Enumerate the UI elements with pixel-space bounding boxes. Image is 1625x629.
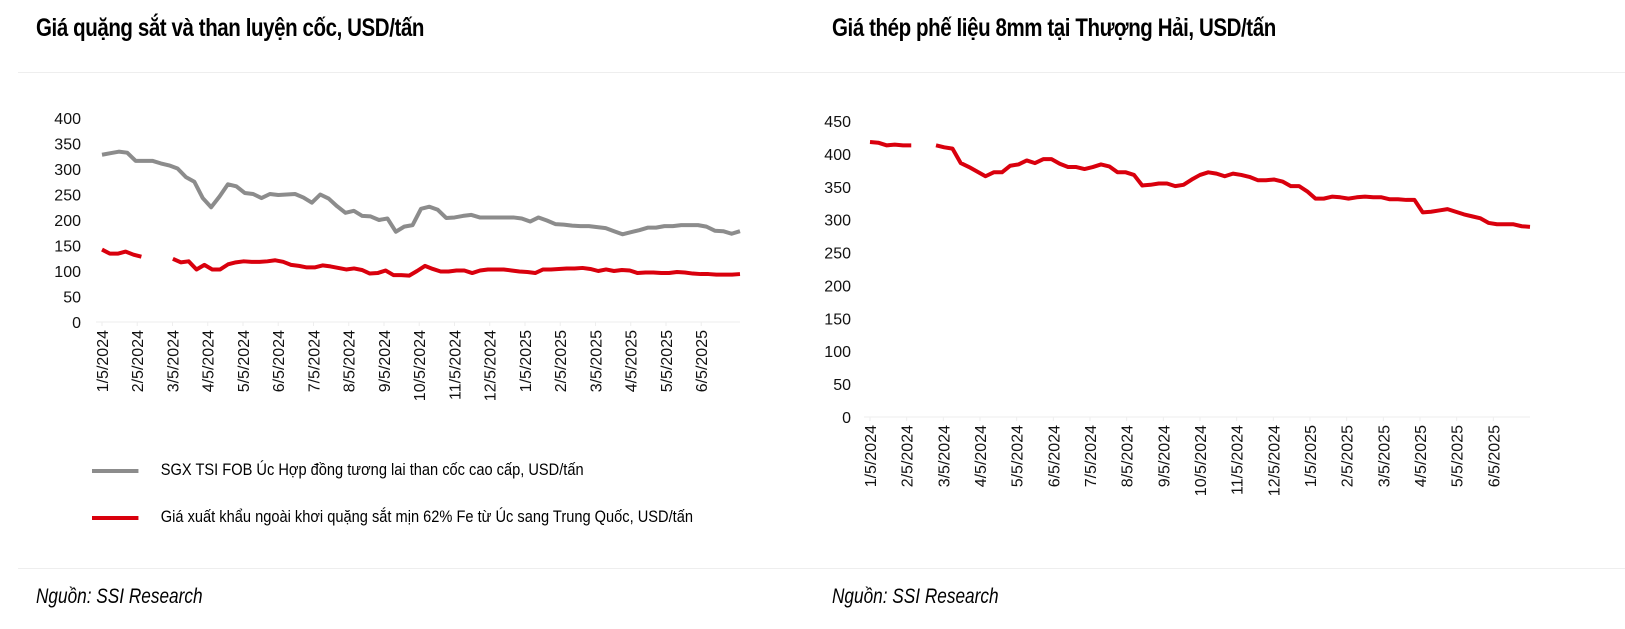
- x-tick-label: 2/5/2025: [553, 330, 570, 392]
- x-tick-label: 5/5/2025: [1450, 425, 1467, 487]
- x-tick-label: 6/5/2024: [1046, 425, 1063, 487]
- x-tick-label: 4/5/2024: [201, 330, 218, 392]
- x-tick-label: 4/5/2024: [973, 425, 990, 487]
- legend-label: Giá xuất khẩu ngoài khơi quặng sắt mịn 6…: [160, 507, 693, 526]
- series-line-1-0: [935, 143, 1531, 229]
- left-chart: 0 50 100 150 200 250 300 350 400 1/5/2024 2/5/2024…: [54, 111, 741, 401]
- x-tick-label: 11/5/2024: [447, 330, 464, 400]
- x-tick-label: 2/5/2024: [130, 330, 147, 392]
- y-tick-label: 50: [833, 377, 851, 394]
- x-tick-label: 9/5/2024: [1156, 425, 1173, 487]
- x-tick-label: 7/5/2024: [306, 330, 323, 392]
- series-line-1-0: [869, 140, 912, 148]
- y-tick-label: 400: [54, 111, 81, 128]
- x-tick-label: 1/5/2024: [863, 425, 880, 487]
- y-tick-label: 150: [54, 239, 81, 256]
- x-tick-label: 11/5/2024: [1230, 425, 1247, 495]
- x-tick-label: 4/5/2025: [624, 330, 641, 392]
- chart-title-right: Giá thép phế liệu 8mm tại Thượng Hải, US…: [832, 14, 1276, 42]
- series-line-0-1: [172, 256, 741, 278]
- y-tick-label: 350: [54, 137, 81, 154]
- x-tick-label: 1/5/2025: [518, 330, 535, 392]
- chart-title-left: Giá quặng sắt và than luyện cốc, USD/tấn: [36, 14, 425, 42]
- x-tick-label: 10/5/2024: [412, 330, 429, 401]
- right-chart: 0 50 100 150 200 250 300 350 400 450 1/5/2024 2/5/2…: [824, 114, 1531, 496]
- x-tick-label: 6/5/2025: [694, 330, 711, 392]
- x-tick-label: 3/5/2025: [588, 330, 605, 392]
- y-tick-label: 0: [72, 315, 81, 332]
- x-tick-label: 8/5/2024: [342, 330, 359, 392]
- x-tick-label: 7/5/2024: [1083, 425, 1100, 487]
- y-tick-label: 350: [824, 180, 851, 197]
- y-tick-label: 300: [54, 162, 81, 179]
- x-tick-label: 9/5/2024: [377, 330, 394, 392]
- x-tick-label: 6/5/2025: [1486, 425, 1503, 487]
- y-tick-label: 300: [824, 213, 851, 230]
- source-note-left: Nguồn: SSI Research: [36, 585, 203, 608]
- y-tick-label: 400: [824, 147, 851, 164]
- series-line-0-0: [101, 149, 741, 237]
- source-note-right: Nguồn: SSI Research: [832, 585, 999, 608]
- legend-item-coking-coal: SGX TSI FOB Úc Hợp đồng tương lai than c…: [92, 460, 584, 480]
- x-tick-label: 6/5/2024: [271, 330, 288, 392]
- x-tick-label: 3/5/2024: [936, 425, 953, 487]
- x-tick-label: 3/5/2025: [1376, 425, 1393, 487]
- y-tick-label: 250: [824, 246, 851, 263]
- y-tick-label: 50: [63, 290, 81, 307]
- legend-label: SGX TSI FOB Úc Hợp đồng tương lai than c…: [160, 460, 584, 479]
- legend-swatch-red: [92, 515, 139, 520]
- x-tick-label: 4/5/2025: [1413, 425, 1430, 487]
- y-tick-label: 250: [54, 188, 81, 205]
- x-tick-label: 1/5/2025: [1303, 425, 1320, 487]
- x-tick-label: 5/5/2025: [659, 330, 676, 392]
- y-tick-label: 100: [824, 344, 851, 361]
- x-tick-label: 5/5/2024: [236, 330, 253, 392]
- x-tick-label: 8/5/2024: [1120, 425, 1137, 487]
- y-tick-label: 200: [824, 278, 851, 295]
- y-tick-label: 450: [824, 114, 851, 131]
- x-tick-label: 12/5/2024: [483, 330, 500, 401]
- x-tick-label: 12/5/2024: [1266, 425, 1283, 496]
- y-tick-label: 100: [54, 264, 81, 281]
- footer-divider: [18, 568, 1625, 569]
- x-tick-label: 1/5/2024: [95, 330, 112, 392]
- x-tick-label: 5/5/2024: [1010, 425, 1027, 487]
- legend-item-iron-ore: Giá xuất khẩu ngoài khơi quặng sắt mịn 6…: [92, 507, 693, 527]
- legend-swatch-gray: [92, 468, 139, 473]
- x-tick-label: 3/5/2024: [165, 330, 182, 392]
- header-divider: [18, 72, 1625, 73]
- y-tick-label: 200: [54, 213, 81, 230]
- series-line-0-1: [101, 247, 142, 259]
- y-tick-label: 150: [824, 311, 851, 328]
- x-tick-label: 10/5/2024: [1193, 425, 1210, 496]
- x-tick-label: 2/5/2024: [900, 425, 917, 487]
- y-tick-label: 0: [842, 410, 851, 427]
- x-tick-label: 2/5/2025: [1340, 425, 1357, 487]
